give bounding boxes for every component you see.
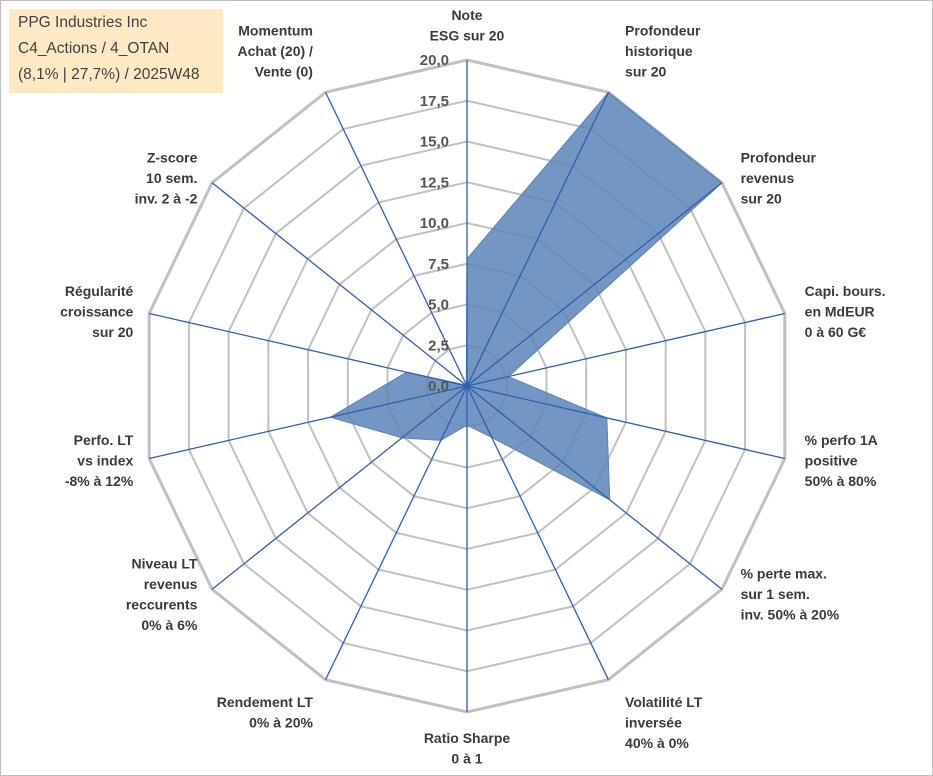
axis-label-line: Momentum <box>238 23 313 39</box>
axis-label: Rendement LT 0% à 20% <box>217 694 314 731</box>
portfolio-category: C4_Actions / 4_OTAN <box>18 40 170 57</box>
axis-label-line: sur 20 <box>92 324 133 340</box>
company-name: PPG Industries Inc <box>18 14 148 31</box>
axis-spoke <box>466 182 723 387</box>
axis-label-line: positive <box>805 452 858 468</box>
tick-label: 5,0 <box>428 297 449 314</box>
axis-spoke <box>466 385 723 590</box>
axis-label-line: Profondeur <box>741 149 817 165</box>
axis-label-line: 50% à 80% <box>805 473 877 489</box>
tick-label: 17,5 <box>420 93 449 110</box>
axis-label-line: Z-score <box>147 149 198 165</box>
axis-label-line: vs index <box>77 452 133 468</box>
axis-label-line: Rendement LT <box>217 694 314 710</box>
axis-spoke <box>466 385 785 460</box>
tick-label: 0,0 <box>428 378 449 395</box>
axis-label: Note ESG sur 20 <box>430 7 505 44</box>
axis-label-line: Profondeur <box>625 23 701 39</box>
axis-label-line: croissance <box>60 304 133 320</box>
axis-label-line: revenus <box>741 170 795 186</box>
axis-label-line: inversée <box>625 714 682 730</box>
axis-label: Capi. bours. en MdEUR 0 à 60 G€ <box>805 283 886 340</box>
axis-spoke <box>466 312 785 387</box>
axis-spoke <box>149 385 468 460</box>
axis-label-line: historique <box>625 43 693 59</box>
axis-label: Z-score 10 sem. inv. 2 à -2 <box>135 149 198 206</box>
axis-label-line: reccurents <box>126 596 198 612</box>
axis-label: % perte max. sur 1 sem. inv. 50% à 20% <box>741 566 840 623</box>
axis-label-line: 0 à 60 G€ <box>805 324 867 340</box>
axis-label-line: 0% à 20% <box>249 714 313 730</box>
axis-label-line: 40% à 0% <box>625 735 689 751</box>
radial-tick-labels: 0,0 2,5 5,0 7,5 10,0 12,5 15,0 17,5 20,0 <box>420 52 449 395</box>
axis-label-line: Vente (0) <box>255 64 313 80</box>
axis-label-line: 0% à 6% <box>141 617 198 633</box>
axis-label-line: Perfo. LT <box>74 432 134 448</box>
axis-label: % perfo 1A positive 50% à 80% <box>805 432 878 489</box>
axis-label-line: % perte max. <box>741 566 827 582</box>
axis-spoke <box>466 385 610 680</box>
axis-label-line: 10 sem. <box>146 170 197 186</box>
period-stats: (8,1% | 27,7%) / 2025W48 <box>18 66 200 83</box>
axis-label-line: Régularité <box>65 283 134 299</box>
axis-spoke <box>149 312 468 387</box>
axis-label-line: revenus <box>144 576 198 592</box>
tick-label: 10,0 <box>420 215 449 232</box>
axis-label-line: ESG sur 20 <box>430 28 505 44</box>
axis-labels: Note ESG sur 20 Profondeur historique sur 20… <box>60 7 885 767</box>
axis-label-line: % perfo 1A <box>805 432 878 448</box>
axis-spoke <box>466 92 610 387</box>
axis-label: Niveau LT revenus reccurents 0% à 6% <box>126 555 198 633</box>
axis-label: Ratio Sharpe 0 à 1 <box>424 730 511 767</box>
axis-label-line: sur 20 <box>741 190 782 206</box>
tick-label: 20,0 <box>420 52 449 69</box>
axis-label-line: Capi. bours. <box>805 283 886 299</box>
axis-label-line: -8% à 12% <box>65 473 134 489</box>
axis-label-line: 0 à 1 <box>451 751 482 767</box>
axis-label-line: Niveau LT <box>132 555 198 571</box>
axis-label-line: Achat (20) / <box>237 43 313 59</box>
axis-label-line: inv. 2 à -2 <box>135 190 198 206</box>
axis-spoke <box>211 182 468 387</box>
axis-label: Régularité croissance sur 20 <box>60 283 133 340</box>
axis-spoke <box>324 385 468 680</box>
axis-label-line: Ratio Sharpe <box>424 730 511 746</box>
axis-label: Perfo. LT vs index -8% à 12% <box>65 432 134 489</box>
info-box: PPG Industries Inc C4_Actions / 4_OTAN (… <box>9 9 223 93</box>
radar-spokes <box>149 60 785 712</box>
axis-label-line: sur 1 sem. <box>741 586 810 602</box>
axis-label: Momentum Achat (20) / Vente (0) <box>237 23 313 80</box>
axis-label-line: en MdEUR <box>805 304 875 320</box>
axis-spoke <box>211 385 468 590</box>
tick-label: 12,5 <box>420 174 449 191</box>
tick-label: 2,5 <box>428 337 449 354</box>
axis-label: Profondeur revenus sur 20 <box>741 149 817 206</box>
axis-label-line: inv. 50% à 20% <box>741 607 840 623</box>
axis-label-line: Note <box>451 7 482 23</box>
axis-label: Profondeur historique sur 20 <box>625 23 701 80</box>
axis-label: Volatilité LT inversée 40% à 0% <box>625 694 703 751</box>
axis-label-line: sur 20 <box>625 64 666 80</box>
tick-label: 15,0 <box>420 134 449 151</box>
tick-label: 7,5 <box>428 256 449 273</box>
axis-label-line: Volatilité LT <box>625 694 703 710</box>
axis-spoke <box>324 92 468 387</box>
